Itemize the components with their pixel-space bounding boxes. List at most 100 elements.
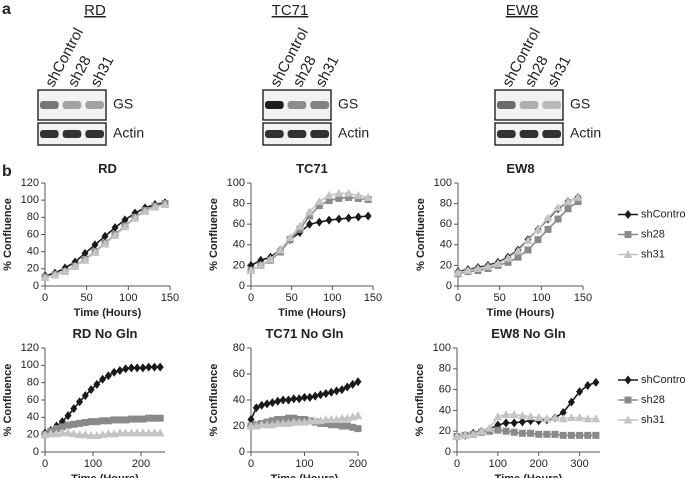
marker <box>104 417 112 425</box>
x-tick-label: 50 <box>286 292 298 304</box>
marker <box>353 411 363 420</box>
marker <box>544 225 552 233</box>
marker <box>315 217 323 227</box>
marker <box>268 398 276 408</box>
marker <box>122 364 130 374</box>
marker <box>460 430 470 439</box>
y-axis-label: % Confluence <box>2 198 14 271</box>
y-axis-label: % Confluence <box>208 364 220 437</box>
y-tick-label: 100 <box>21 194 39 206</box>
y-tick-label: 0 <box>239 446 245 458</box>
marker <box>325 215 333 225</box>
marker <box>90 248 100 257</box>
marker <box>327 421 335 429</box>
marker <box>314 197 324 206</box>
y-tick-label: 100 <box>434 177 452 189</box>
marker <box>623 250 633 258</box>
marker <box>247 415 255 424</box>
blot-title: TC71 <box>272 2 309 19</box>
legend-label: sh31 <box>641 414 665 426</box>
marker <box>63 428 73 437</box>
blot-row-label: Actin <box>570 125 601 141</box>
y-tick-label: 20 <box>233 420 245 432</box>
marker <box>542 414 552 423</box>
chart-title: TC71 <box>296 161 328 176</box>
marker <box>493 258 503 267</box>
marker <box>80 430 90 439</box>
y-tick-label: 80 <box>233 342 245 354</box>
marker <box>93 418 101 426</box>
marker <box>592 377 600 387</box>
marker <box>503 253 513 262</box>
y-tick-label: 0 <box>445 446 451 458</box>
marker <box>69 429 79 438</box>
marker <box>121 215 129 225</box>
marker <box>256 260 266 269</box>
marker <box>156 362 164 372</box>
marker <box>279 395 287 405</box>
marker <box>290 394 298 404</box>
marker <box>574 198 582 206</box>
y-tick-label: 20 <box>27 429 39 441</box>
y-tick-label: 60 <box>27 394 39 406</box>
marker <box>473 263 483 272</box>
marker <box>623 415 633 424</box>
blot-row-label: Actin <box>113 125 144 141</box>
band <box>40 130 59 138</box>
marker <box>263 399 271 409</box>
marker <box>150 414 158 422</box>
y-tick-label: 40 <box>440 239 452 251</box>
y-axis-label: % Confluence <box>2 364 14 437</box>
blot-row-label: GS <box>338 96 358 112</box>
y-tick-label: 0 <box>239 280 245 292</box>
y-tick-label: 20 <box>233 259 245 271</box>
x-tick-label: 200 <box>132 458 150 470</box>
y-tick-label: 80 <box>440 198 452 210</box>
marker <box>453 268 463 277</box>
marker <box>76 419 84 427</box>
x-tick-label: 0 <box>42 292 48 304</box>
marker <box>463 266 473 275</box>
marker <box>349 379 357 389</box>
marker <box>502 418 510 428</box>
marker <box>477 426 487 435</box>
marker <box>133 415 141 423</box>
y-tick-label: 20 <box>440 259 452 271</box>
marker <box>145 414 153 422</box>
legend-label: sh28 <box>641 228 665 240</box>
band <box>519 130 539 138</box>
y-axis-label: % Confluence <box>208 198 220 271</box>
marker <box>101 231 109 241</box>
marker <box>624 210 632 219</box>
marker <box>139 363 147 373</box>
marker <box>554 215 562 223</box>
x-tick-label: 150 <box>364 292 382 304</box>
marker <box>575 413 585 422</box>
marker <box>553 203 563 212</box>
marker <box>116 416 124 424</box>
chart-title: RD No Gln <box>73 326 138 341</box>
blot-row-label: Actin <box>338 125 369 141</box>
y-tick-label: 100 <box>433 342 451 354</box>
marker <box>567 397 575 407</box>
band <box>62 130 82 138</box>
marker <box>624 375 632 385</box>
marker <box>591 414 601 423</box>
marker <box>110 416 118 424</box>
marker <box>534 236 542 244</box>
marker <box>510 428 518 436</box>
marker <box>315 202 323 210</box>
marker <box>40 272 50 281</box>
y-tick-label: 0 <box>33 280 39 292</box>
band <box>62 101 82 109</box>
marker <box>483 261 493 270</box>
marker <box>564 205 572 213</box>
x-tick-label: 300 <box>570 458 588 470</box>
marker <box>132 428 142 437</box>
marker <box>509 410 519 419</box>
marker <box>70 420 78 428</box>
blot-row-label: GS <box>113 96 133 112</box>
marker <box>91 240 99 250</box>
marker <box>284 414 292 422</box>
marker <box>344 188 354 197</box>
